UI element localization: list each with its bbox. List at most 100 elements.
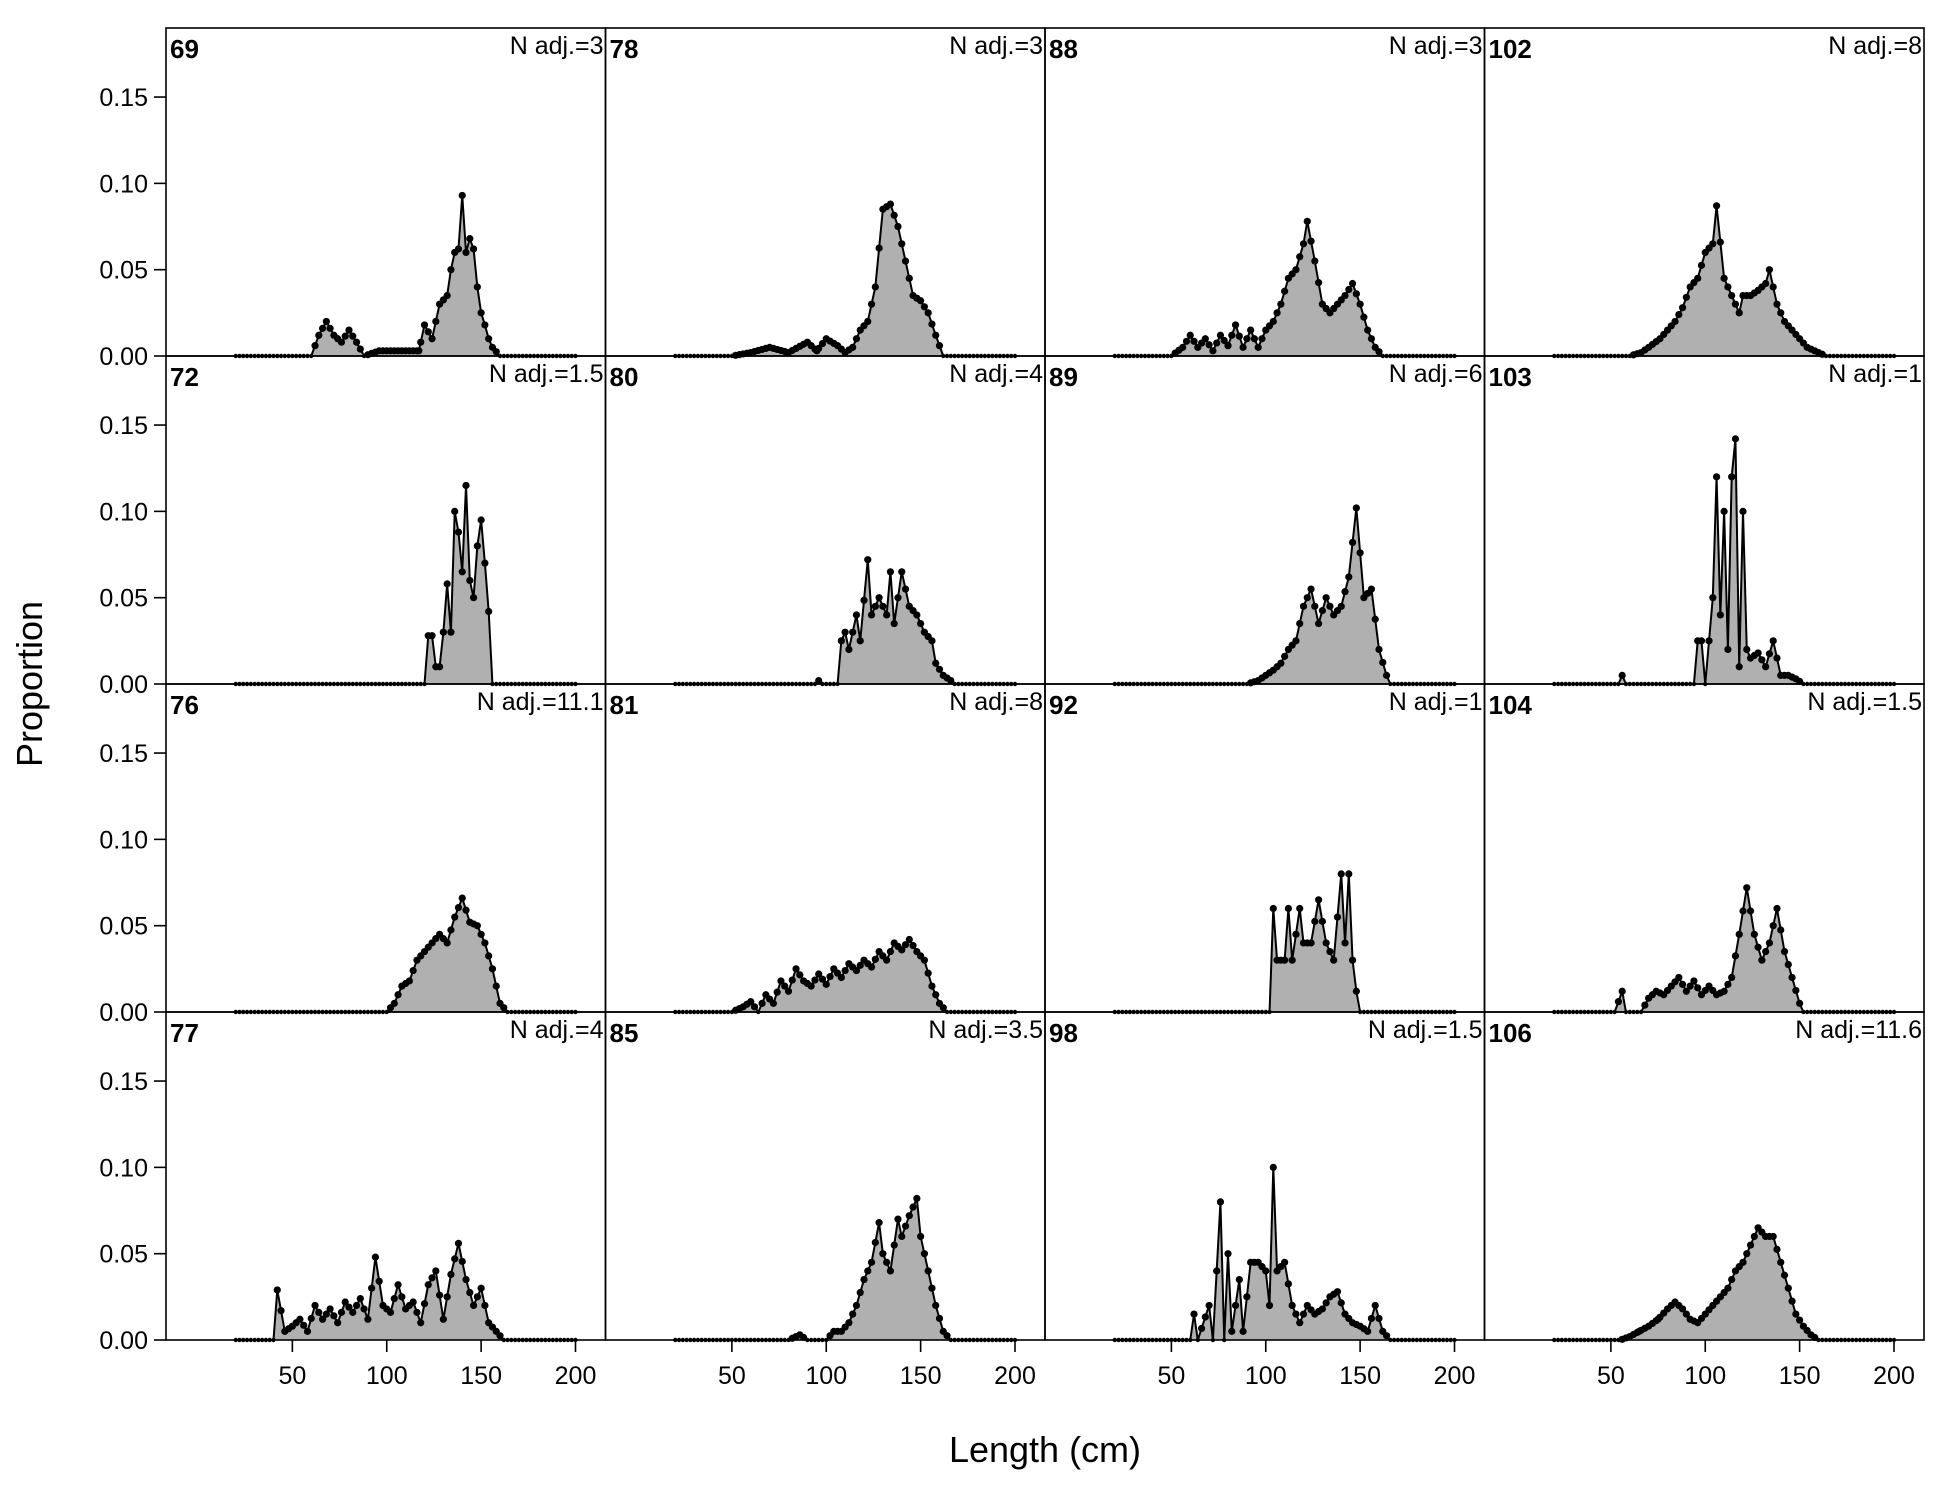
data-point: [867, 611, 876, 619]
data-point: [1296, 253, 1304, 261]
y-tick-label: 0.15: [99, 412, 148, 440]
data-point: [477, 516, 485, 524]
data-point: [409, 1298, 417, 1306]
data-point: [469, 1301, 478, 1310]
data-point: [871, 602, 879, 610]
data-point: [935, 1314, 944, 1323]
data-point: [939, 1004, 947, 1012]
data-point: [1784, 1284, 1792, 1292]
panel-72: 72 N adj.=1.5: [165, 355, 607, 687]
data-point: [1254, 343, 1262, 351]
data-point: [920, 1250, 929, 1258]
area-fill-80: [675, 559, 1015, 684]
n-adj-label: N adj.=3: [949, 32, 1043, 60]
data-point: [1792, 1310, 1800, 1318]
data-point: [1277, 300, 1285, 308]
data-point: [1341, 588, 1349, 596]
data-point: [837, 973, 845, 982]
panel-frame: [165, 27, 607, 357]
area-fill-106: [1554, 1227, 1894, 1340]
panel-85: 85 N adj.=3.5: [604, 1011, 1046, 1343]
data-point: [1315, 619, 1323, 628]
data-point: [917, 297, 925, 305]
data-point: [1239, 1327, 1247, 1335]
data-point: [1318, 607, 1326, 615]
data-point: [1303, 594, 1311, 602]
data-point: [1675, 310, 1683, 319]
data-point: [371, 1253, 380, 1261]
data-point: [815, 344, 823, 353]
x-tick-label: 150: [900, 1362, 942, 1390]
data-point: [462, 906, 470, 914]
data-point: [856, 1288, 864, 1297]
y-tick-label: 0.10: [99, 1154, 148, 1182]
panel-label: 89: [1049, 362, 1078, 392]
data-point: [883, 611, 891, 619]
data-point: [330, 1312, 338, 1320]
data-point: [1618, 671, 1626, 679]
area-fill-88: [1114, 221, 1455, 356]
data-point: [1341, 291, 1349, 300]
data-point: [1311, 917, 1319, 925]
data-point: [1228, 331, 1236, 339]
data-point: [1205, 341, 1213, 349]
data-point: [1299, 240, 1308, 248]
data-point: [356, 345, 364, 353]
n-adj-label: N adj.=11.6: [1795, 1016, 1922, 1044]
data-point: [815, 676, 823, 685]
data-point: [1307, 237, 1315, 245]
data-point: [469, 245, 478, 253]
panel-76: 76 N adj.=11.1: [165, 683, 607, 1015]
data-point: [852, 611, 861, 619]
data-point: [458, 894, 466, 902]
data-point: [871, 283, 879, 291]
data-point: [1769, 283, 1777, 291]
data-point: [1735, 309, 1743, 317]
data-point: [1296, 619, 1304, 628]
data-point: [777, 977, 785, 985]
y-tick-label: 0.00: [99, 1327, 148, 1355]
data-point: [417, 338, 425, 346]
data-point: [462, 1275, 470, 1284]
data-point: [1318, 1305, 1326, 1313]
data-point: [1690, 977, 1698, 985]
data-point: [1179, 343, 1187, 351]
data-point: [928, 982, 936, 990]
data-point: [424, 328, 432, 336]
panel-label: 78: [610, 34, 639, 64]
data-point: [341, 332, 349, 340]
data-point: [1292, 637, 1300, 645]
data-point: [928, 637, 936, 645]
data-point: [886, 568, 895, 576]
y-tick-label: 0.05: [99, 257, 148, 285]
data-point: [1220, 336, 1228, 345]
data-point: [1247, 326, 1255, 334]
data-point: [477, 309, 485, 317]
data-point: [1724, 980, 1732, 988]
x-tick-label: 100: [1245, 1362, 1287, 1390]
data-point: [390, 999, 398, 1007]
data-point: [356, 1294, 364, 1303]
data-point: [917, 619, 925, 628]
data-point: [415, 347, 423, 355]
y-axis-title: Proportion: [9, 601, 50, 767]
data-point: [1281, 956, 1289, 964]
y-tick-label: 0.05: [99, 1241, 148, 1269]
data-point: [439, 1315, 447, 1323]
data-point: [1269, 317, 1277, 326]
data-point: [1273, 309, 1281, 317]
data-point: [1360, 313, 1368, 321]
x-tick-label: 200: [1873, 1362, 1915, 1390]
data-point: [307, 1314, 315, 1323]
data-point: [943, 1332, 951, 1340]
data-point: [405, 977, 413, 985]
data-point: [807, 982, 815, 990]
data-point: [845, 1319, 853, 1327]
data-point: [424, 1281, 432, 1289]
data-point: [341, 1298, 349, 1306]
data-point: [932, 331, 940, 339]
n-adj-label: N adj.=6: [1389, 360, 1483, 388]
data-point: [815, 970, 823, 978]
data-point: [451, 507, 459, 515]
data-point: [856, 637, 864, 645]
